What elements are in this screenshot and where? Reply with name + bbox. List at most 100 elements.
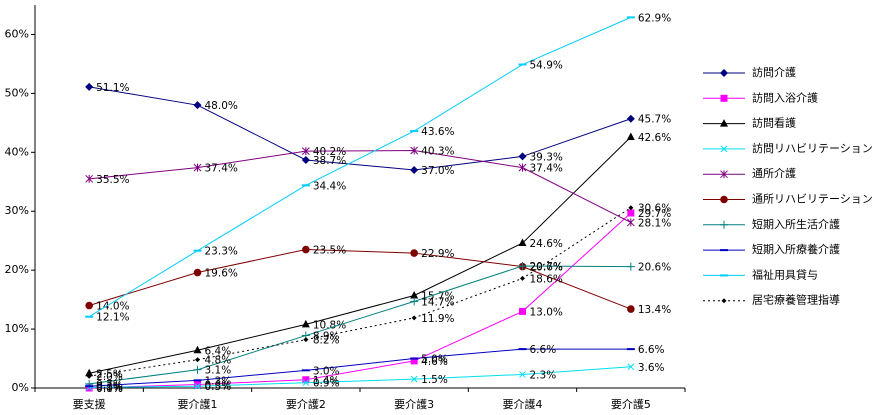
data-label: 10.8% bbox=[313, 319, 346, 331]
y-tick-label: 40% bbox=[5, 145, 29, 158]
marker bbox=[194, 380, 201, 388]
data-label: 37.4% bbox=[530, 163, 563, 175]
data-label: 8.9% bbox=[313, 331, 340, 343]
marker bbox=[626, 114, 635, 123]
data-label: 20.7% bbox=[530, 261, 563, 273]
data-label: 30.6% bbox=[638, 203, 671, 215]
data-label: 0.3% bbox=[205, 381, 232, 393]
data-label: 29.7% bbox=[638, 208, 671, 220]
marker bbox=[301, 147, 310, 156]
data-label: 5.0% bbox=[421, 354, 448, 366]
marker bbox=[410, 357, 418, 365]
legend-label: 通所介護 bbox=[752, 166, 796, 180]
marker bbox=[720, 119, 728, 127]
series-line bbox=[89, 150, 632, 223]
x-tick-label: 要介護2 bbox=[286, 397, 326, 411]
marker bbox=[302, 379, 310, 387]
marker bbox=[85, 368, 94, 377]
marker bbox=[518, 262, 527, 271]
data-label: 8.2% bbox=[313, 335, 340, 347]
data-label: 20.6% bbox=[530, 262, 563, 274]
legend-label: 短期入所療養介護 bbox=[752, 242, 840, 256]
data-label: 62.9% bbox=[638, 12, 671, 24]
marker bbox=[86, 373, 92, 379]
marker bbox=[626, 132, 635, 140]
marker bbox=[303, 337, 309, 343]
marker bbox=[301, 319, 310, 328]
marker bbox=[627, 363, 635, 371]
marker bbox=[193, 101, 202, 110]
data-label: 4.8% bbox=[205, 355, 232, 367]
data-label: 18.6% bbox=[530, 273, 563, 285]
data-label: 14.0% bbox=[96, 301, 129, 313]
data-label: 45.7% bbox=[638, 114, 671, 126]
data-label: 38.7% bbox=[313, 155, 346, 167]
data-label: 1.4% bbox=[313, 375, 340, 387]
series: 51.1% 48.0% 38.7% 37.0% 39.3% 45.7% bbox=[85, 82, 671, 177]
data-label: 43.6% bbox=[421, 126, 454, 138]
data-label: 42.6% bbox=[638, 132, 671, 144]
marker bbox=[720, 195, 728, 204]
marker bbox=[410, 375, 418, 383]
data-label: 15.7% bbox=[421, 290, 454, 302]
series-line bbox=[88, 16, 632, 318]
x-tick-label: 要介護1 bbox=[178, 397, 218, 411]
series-line bbox=[89, 86, 631, 171]
marker bbox=[302, 376, 310, 384]
marker bbox=[193, 345, 202, 354]
legend-label: 訪問入浴介護 bbox=[752, 90, 818, 104]
marker bbox=[410, 249, 418, 257]
marker bbox=[85, 82, 94, 91]
marker bbox=[520, 275, 525, 281]
marker bbox=[720, 220, 728, 229]
data-label: 23.3% bbox=[205, 246, 238, 258]
data-label: 1.3% bbox=[205, 375, 232, 387]
series: 14.0% 19.6% 23.5% 22.9% 20.6% 13.4% bbox=[85, 245, 671, 316]
marker bbox=[410, 146, 419, 155]
series-line bbox=[89, 249, 632, 310]
legend-label: 通所リハビリテーション bbox=[752, 193, 873, 206]
data-label: 28.1% bbox=[638, 217, 671, 229]
series: 0.3% 1.3%3.0%5.0%6.6% 6.6% bbox=[85, 344, 665, 393]
x-tick-label: 要介護4 bbox=[503, 397, 543, 411]
marker bbox=[627, 209, 635, 217]
data-label: 0.0% bbox=[96, 383, 123, 395]
data-label: 40.2% bbox=[313, 146, 346, 158]
marker bbox=[519, 371, 526, 378]
marker bbox=[195, 357, 200, 363]
series: 0.0% 0.6% 1.4%4.6%13.0%29.7% bbox=[85, 208, 671, 395]
marker bbox=[720, 145, 728, 153]
data-label: 48.0% bbox=[205, 100, 238, 112]
data-label: 2.3% bbox=[530, 369, 557, 381]
legend-label: 福祉用具貸与 bbox=[752, 267, 818, 281]
marker bbox=[85, 174, 94, 183]
data-label: 2.0% bbox=[96, 371, 123, 383]
y-tick-label: 20% bbox=[5, 263, 29, 276]
data-label: 0.3% bbox=[96, 381, 123, 393]
marker bbox=[518, 238, 527, 247]
marker bbox=[194, 382, 201, 390]
legend-label: 居宅療養管理指導 bbox=[752, 293, 840, 307]
data-label: 13.0% bbox=[530, 306, 563, 318]
series-line bbox=[89, 207, 632, 377]
legend-label: 訪問介護 bbox=[752, 65, 796, 79]
marker bbox=[518, 152, 527, 161]
series: 12.1% 23.3% 34.4% 43.6% 54.9% 62.9% bbox=[85, 12, 671, 324]
marker bbox=[193, 163, 202, 172]
data-label: 2.5% bbox=[96, 368, 123, 380]
marker bbox=[193, 365, 202, 374]
legend-label: 短期入所生活介護 bbox=[752, 217, 840, 231]
marker bbox=[720, 94, 728, 102]
data-label: 51.1% bbox=[96, 82, 129, 94]
y-tick-label: 0% bbox=[12, 381, 29, 394]
data-label: 23.5% bbox=[313, 245, 346, 257]
data-label: 6.4% bbox=[205, 345, 232, 357]
data-label: 54.9% bbox=[530, 60, 563, 72]
marker bbox=[721, 298, 727, 304]
data-label: 13.4% bbox=[638, 304, 671, 316]
x-tick-label: 要介護3 bbox=[394, 397, 434, 411]
data-label: 24.6% bbox=[530, 238, 563, 250]
legend-label: 訪問看護 bbox=[752, 116, 796, 130]
y-tick-label: 60% bbox=[5, 27, 29, 40]
